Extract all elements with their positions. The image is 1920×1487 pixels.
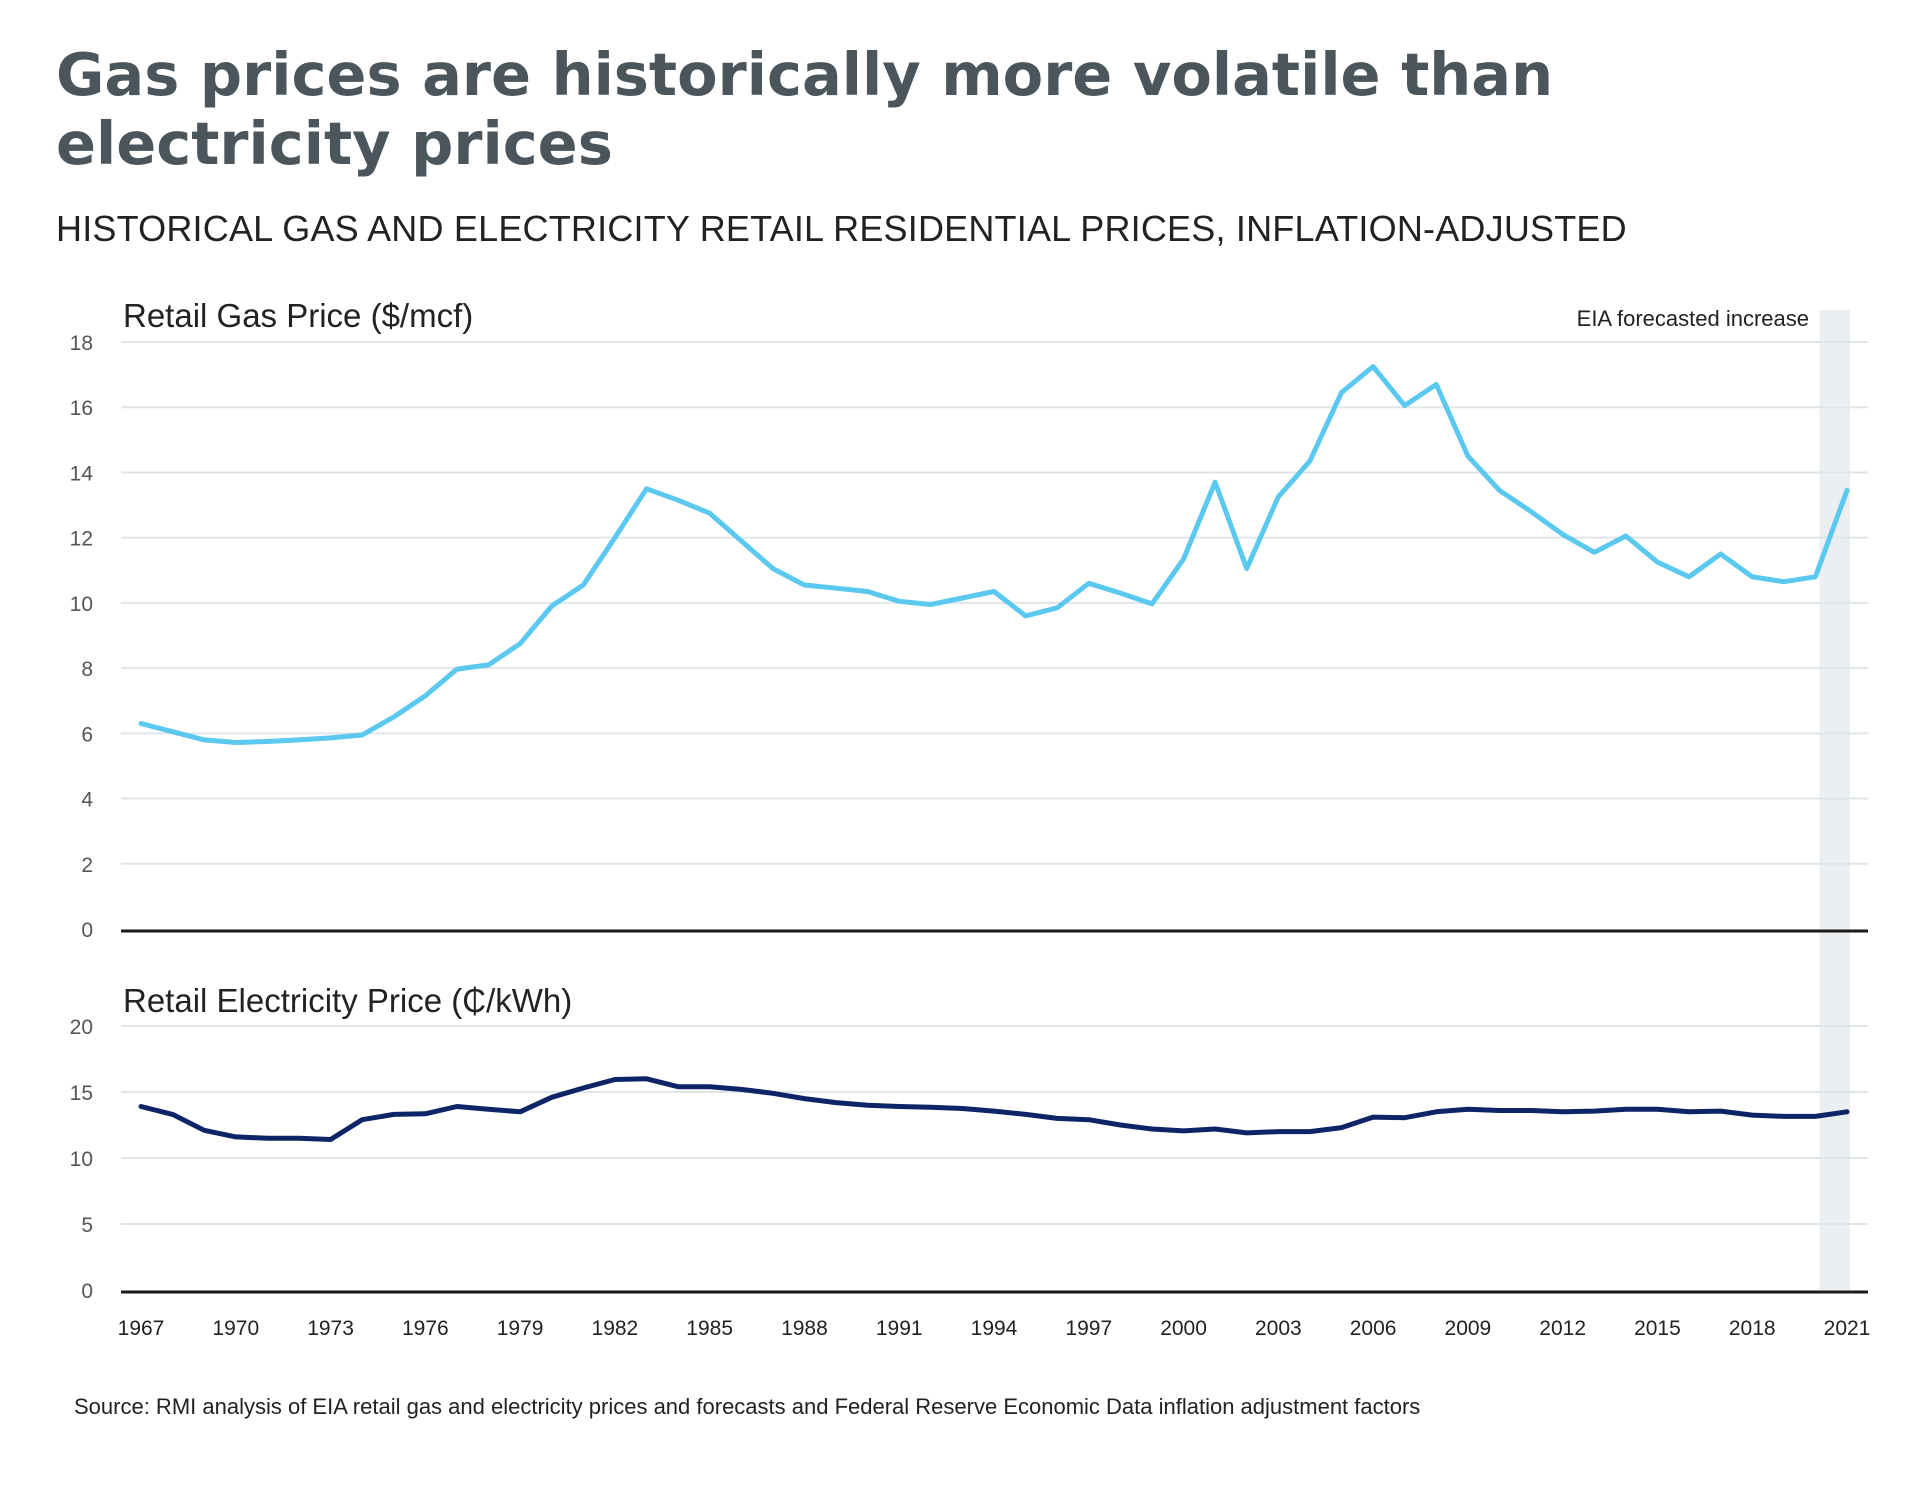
electricity-panel: 0 5 10 15 20 Retail Electricity Price (₵/kWh… xyxy=(70,982,1871,1340)
x-tick-label: 1991 xyxy=(876,1317,923,1340)
gas-y-tick-labels: 0 2 4 6 8 10 12 14 16 18 xyxy=(70,332,94,942)
y-tick-label: 0 xyxy=(81,1280,93,1303)
x-tick-label: 1979 xyxy=(497,1317,544,1340)
y-tick-label: 20 xyxy=(70,1016,93,1039)
y-tick-label: 16 xyxy=(70,397,93,420)
x-tick-label: 1976 xyxy=(402,1317,449,1340)
electricity-gridlines xyxy=(121,1025,1868,1225)
x-tick-label: 1970 xyxy=(212,1317,259,1340)
y-tick-label: 5 xyxy=(81,1214,93,1237)
x-tick-label: 1985 xyxy=(686,1317,733,1340)
y-tick-label: 8 xyxy=(81,658,93,681)
source-note: Source: RMI analysis of EIA retail gas a… xyxy=(74,1394,1421,1419)
y-tick-label: 18 xyxy=(70,332,93,355)
x-tick-label: 1967 xyxy=(118,1317,165,1340)
x-tick-label: 1982 xyxy=(592,1317,639,1340)
y-tick-label: 2 xyxy=(81,854,93,877)
x-tick-label: 2018 xyxy=(1729,1317,1776,1340)
y-tick-label: 4 xyxy=(81,789,93,812)
chart-subtitle: HISTORICAL GAS AND ELECTRICITY RETAIL RE… xyxy=(56,208,1627,249)
y-tick-label: 12 xyxy=(70,528,93,551)
x-tick-labels: 1967 1970 1973 1976 1979 1982 1985 1988 1991 1994… xyxy=(118,1317,1871,1340)
gas-panel-title: Retail Gas Price ($/mcf) xyxy=(123,297,473,334)
electricity-price-line xyxy=(138,1076,1850,1142)
gas-price-line xyxy=(138,364,1850,745)
gas-gridlines xyxy=(121,341,1868,865)
x-tick-label: 1994 xyxy=(971,1317,1018,1340)
chart-title: Gas prices are historically more volatil… xyxy=(56,40,1554,178)
x-tick-label: 1973 xyxy=(307,1317,354,1340)
x-tick-label: 2009 xyxy=(1445,1317,1492,1340)
y-tick-label: 0 xyxy=(81,919,93,942)
forecast-band xyxy=(1819,310,1850,1290)
y-tick-label: 15 xyxy=(70,1082,93,1105)
y-tick-label: 6 xyxy=(81,723,93,746)
x-tick-label: 2015 xyxy=(1634,1317,1681,1340)
x-tick-label: 2006 xyxy=(1350,1317,1397,1340)
y-tick-label: 10 xyxy=(70,593,93,616)
x-tick-label: 2003 xyxy=(1255,1317,1302,1340)
electricity-panel-title: Retail Electricity Price (₵/kWh) xyxy=(123,982,572,1019)
electricity-y-tick-labels: 0 5 10 15 20 xyxy=(70,1016,93,1303)
x-tick-label: 1988 xyxy=(781,1317,828,1340)
x-tick-label: 1997 xyxy=(1065,1317,1112,1340)
x-tick-label: 2000 xyxy=(1160,1317,1207,1340)
y-tick-label: 14 xyxy=(70,462,94,485)
y-tick-label: 10 xyxy=(70,1148,93,1171)
forecast-annotation: EIA forecasted increase xyxy=(1577,306,1809,331)
x-tick-label: 2021 xyxy=(1824,1317,1871,1340)
x-tick-label: 2012 xyxy=(1539,1317,1586,1340)
gas-panel: 0 2 4 6 8 10 12 14 16 18 Retail Gas Price ($/mcf)… xyxy=(70,297,1868,942)
